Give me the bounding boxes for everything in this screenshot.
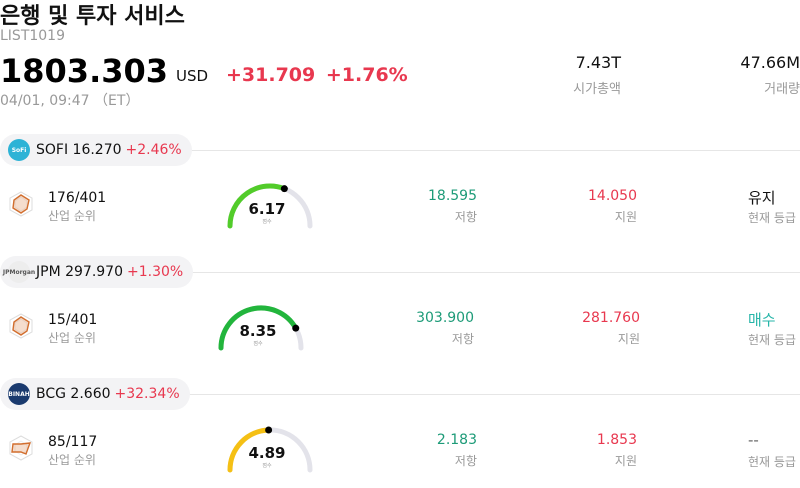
- support-label: 지원: [614, 210, 637, 224]
- stock-chip[interactable]: JPMorgan JPM 297.970 +1.30%: [0, 256, 194, 288]
- symbol-price: BCG 2.660: [36, 386, 111, 402]
- section-divider: [188, 150, 800, 151]
- symbol-price: SOFI 16.270: [36, 142, 122, 158]
- radar-icon: [8, 435, 34, 465]
- support-value: 281.760: [582, 310, 640, 326]
- gauge-needle: [292, 324, 300, 332]
- score-value: 8.35: [239, 322, 277, 340]
- volume-label: 거래량: [764, 82, 800, 97]
- stock-change: +1.30%: [127, 264, 184, 280]
- logo-text: JPMorgan: [2, 268, 36, 276]
- logo-text: BINAH: [8, 390, 30, 398]
- company-logo-icon: BINAH: [8, 383, 30, 405]
- resistance-label: 저항: [454, 454, 477, 468]
- current-grade: 매수: [748, 311, 776, 329]
- score-label: 점수: [253, 341, 263, 347]
- gauge-svg: [218, 305, 304, 351]
- score-gauge: [216, 302, 306, 356]
- company-logo-icon: SoFi: [8, 139, 30, 161]
- current-grade-label: 현재 등급: [748, 211, 796, 225]
- company-logo-icon: JPMorgan: [3, 261, 35, 283]
- gauge-fill: [227, 183, 287, 229]
- page-title: 은행 및 투자 서비스: [0, 4, 185, 29]
- support-value: 14.050: [588, 188, 637, 204]
- stock-change: +32.34%: [114, 386, 180, 402]
- industry-rank: 15/401: [48, 312, 98, 328]
- support-value: 1.853: [596, 432, 637, 448]
- symbol-price: JPM 297.970: [36, 264, 123, 280]
- resistance-value: 303.900: [416, 310, 474, 326]
- change-percent: +1.76%: [325, 64, 408, 86]
- score-label: 점수: [262, 219, 272, 225]
- score-gauge: [225, 424, 315, 478]
- score-value: 4.89: [248, 444, 286, 462]
- price-change: +31.709 +1.76%: [226, 64, 408, 86]
- currency-label: USD: [176, 67, 209, 85]
- resistance-value: 18.595: [428, 188, 477, 204]
- industry-rank-label: 산업 순위: [48, 209, 96, 223]
- stock-change: +2.46%: [125, 142, 182, 158]
- resistance-label: 저항: [451, 332, 474, 346]
- industry-rank-label: 산업 순위: [48, 453, 96, 467]
- market-cap-label: 시가총액: [573, 82, 621, 97]
- stock-chip[interactable]: BINAH BCG 2.660 +32.34%: [0, 378, 190, 410]
- current-grade-label: 현재 등급: [748, 333, 796, 347]
- score-value: 6.17: [248, 200, 286, 218]
- gauge-fill: [227, 427, 272, 473]
- change-absolute: +31.709: [226, 64, 316, 86]
- industry-rank: 85/117: [48, 434, 98, 450]
- current-grade: 유지: [748, 189, 776, 207]
- industry-rank-label: 산업 순위: [48, 331, 96, 345]
- index-price: 1803.303: [0, 52, 169, 90]
- support-label: 지원: [617, 332, 640, 346]
- index-code: LIST1019: [0, 28, 65, 44]
- resistance-value: 2.183: [436, 432, 477, 448]
- volume-value: 47.66M: [740, 53, 800, 72]
- market-cap-value: 7.43T: [575, 53, 621, 72]
- section-divider: [188, 394, 800, 395]
- gauge-svg: [227, 426, 313, 473]
- quote-timestamp: 04/01, 09:47 （ET）: [0, 93, 140, 109]
- current-grade-label: 현재 등급: [748, 455, 796, 469]
- section-divider: [188, 272, 800, 273]
- industry-rank: 176/401: [48, 190, 107, 206]
- gauge-needle: [280, 185, 288, 193]
- logo-text: SoFi: [11, 146, 27, 154]
- stock-chip[interactable]: SoFi SOFI 16.270 +2.46%: [0, 134, 192, 166]
- score-gauge: [225, 180, 315, 234]
- gauge-fill: [218, 305, 299, 351]
- current-grade: --: [748, 431, 759, 449]
- support-label: 지원: [614, 454, 637, 468]
- radar-icon: [8, 313, 34, 343]
- score-label: 점수: [262, 463, 272, 469]
- radar-icon: [8, 191, 34, 221]
- gauge-needle: [265, 426, 273, 434]
- gauge-svg: [227, 183, 313, 229]
- resistance-label: 저항: [454, 210, 477, 224]
